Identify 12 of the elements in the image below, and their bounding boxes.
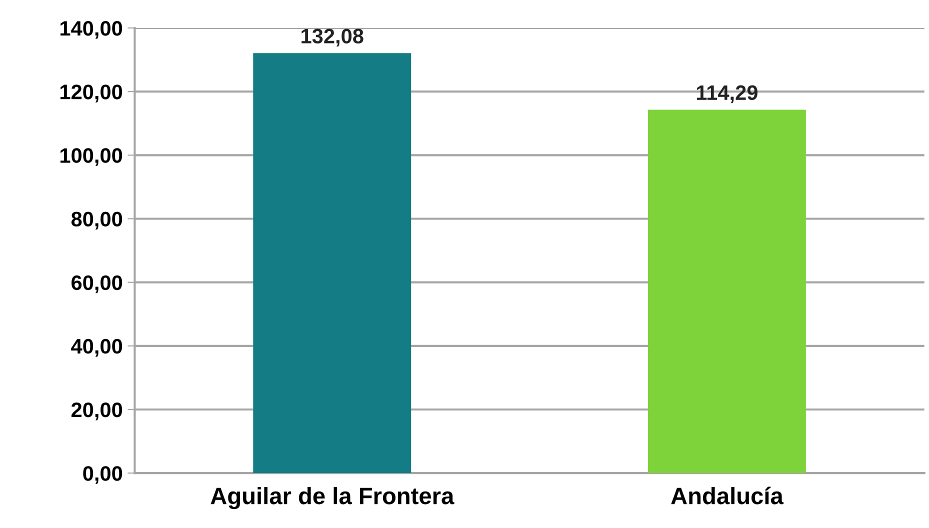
y-tick-label: 80,00 <box>71 212 122 230</box>
y-tick-label: 120,00 <box>60 84 122 102</box>
data-label: 114,29 <box>696 85 758 104</box>
x-tick-label: Aguilar de la Frontera <box>210 486 454 510</box>
data-label: 132,08 <box>302 28 364 47</box>
y-tick-label: 60,00 <box>72 275 122 294</box>
y-tick-label: 140,00 <box>60 20 122 39</box>
y-tick-label: 40,00 <box>71 338 122 357</box>
y-tick-label: 0,00 <box>83 466 122 484</box>
y-tick-label: 20,00 <box>71 402 122 420</box>
y-tick-label: 100,00 <box>60 148 122 166</box>
x-tick-label: Andalucía <box>671 486 784 504</box>
